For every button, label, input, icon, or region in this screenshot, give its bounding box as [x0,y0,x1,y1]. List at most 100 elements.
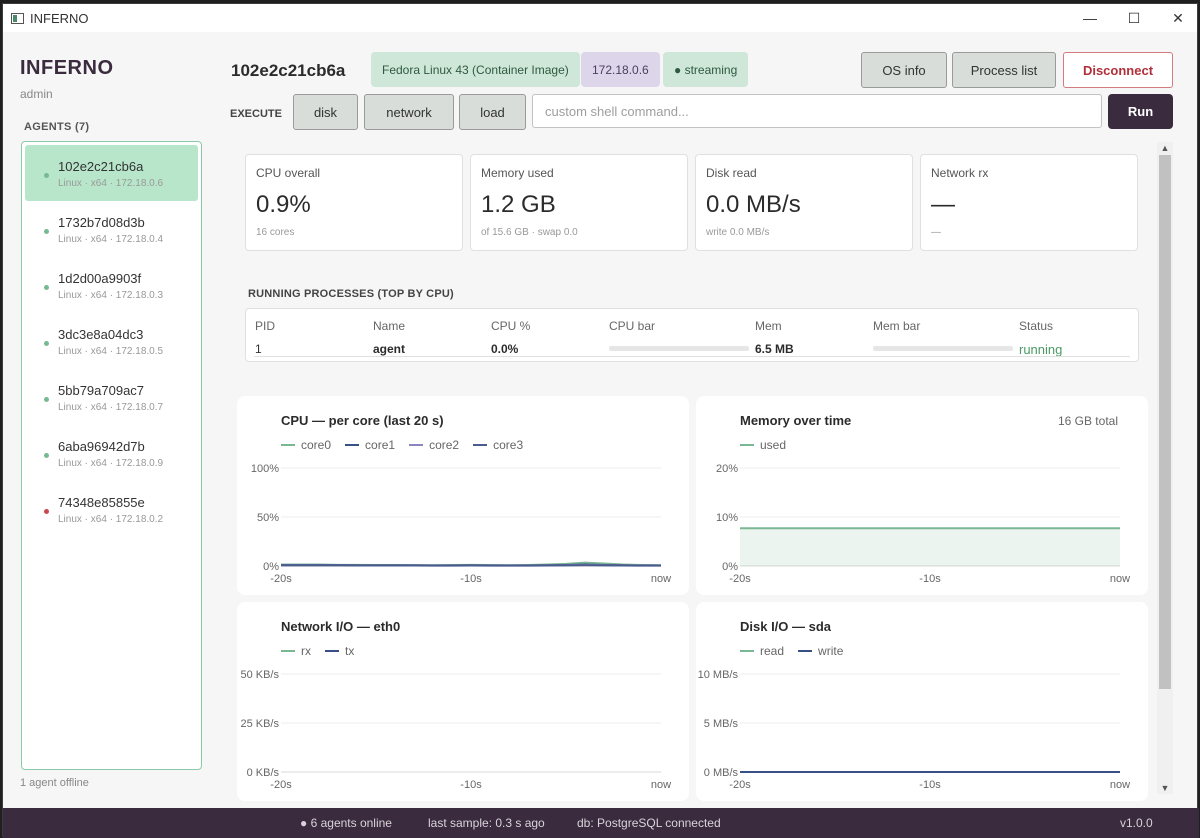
agent-name: 6aba96942d7b [58,439,198,454]
y-tick-label: 0 KB/s [247,767,280,779]
x-tick-label: now [651,573,671,585]
offline-count: 1 agent offline [20,777,89,789]
last-sample-status: last sample: 0.3 s ago [428,816,545,830]
y-tick-label: 10 MB/s [698,669,739,681]
online-status-dot [44,341,49,346]
process-mem: 6.5 MB [755,342,794,356]
stat-label: Memory used [481,166,677,180]
stat-value: — [931,191,1127,219]
x-tick-label: -10s [919,573,941,585]
os-badge: Fedora Linux 43 (Container Image) [371,52,580,87]
x-tick-label: now [1110,573,1130,585]
command-input[interactable] [532,94,1102,128]
online-status-dot [44,229,49,234]
version-label: v1.0.0 [1120,816,1153,830]
online-status-dot [44,397,49,402]
agent-meta: Linux · x64 · 172.18.0.3 [58,290,198,301]
x-tick-label: -10s [919,779,941,791]
agent-list: 102e2c21cb6a Linux · x64 · 172.18.0.6 1732… [21,141,202,770]
brand-logo: INFERNO [20,57,114,80]
series-area [740,528,1120,566]
minimize-icon[interactable]: — [1067,4,1113,32]
close-icon[interactable]: ✕ [1155,4,1200,32]
processes-header: RUNNING PROCESSES (TOP BY CPU) [248,288,454,300]
y-tick-label: 20% [716,463,738,475]
process-status: running [1019,342,1062,357]
title-bar: INFERNO — ☐ ✕ [3,4,1197,32]
app-window: INFERNO — ☐ ✕ INFERNO admin AGENTS (7) 1… [2,3,1198,837]
run-button[interactable]: Run [1108,94,1173,129]
network-button[interactable]: network [364,94,454,130]
load-button[interactable]: load [459,94,526,130]
scroll-down-icon[interactable]: ▼ [1157,782,1173,794]
streaming-badge: ● streaming [663,52,748,87]
agent-item[interactable]: 6aba96942d7b Linux · x64 · 172.18.0.9 [25,425,198,481]
stat-value: 1.2 GB [481,191,677,219]
os-info-button[interactable]: OS info [861,52,947,88]
offline-status-dot [44,509,49,514]
process-cpu: 0.0% [491,342,518,356]
agent-meta: Linux · x64 · 172.18.0.2 [58,514,198,525]
content-scrollbar[interactable]: ▲ ▼ [1157,142,1173,794]
agent-meta: Linux · x64 · 172.18.0.5 [58,346,198,357]
agent-name: 102e2c21cb6a [58,159,198,174]
ip-badge: 172.18.0.6 [581,52,660,87]
disconnect-button[interactable]: Disconnect [1063,52,1173,88]
y-tick-label: 100% [251,463,279,475]
x-tick-label: -20s [270,573,292,585]
scroll-up-icon[interactable]: ▲ [1157,142,1173,154]
online-status-dot [44,173,49,178]
online-status-dot [44,453,49,458]
scrollbar-thumb[interactable] [1159,155,1171,689]
agent-meta: Linux · x64 · 172.18.0.7 [58,402,198,413]
y-tick-label: 0% [722,561,738,573]
agent-name: 3dc3e8a04dc3 [58,327,198,342]
agents-online-status: ● 6 agents online [300,816,392,830]
db-status: db: PostgreSQL connected [577,816,721,830]
main-panel: 102e2c21cb6a Fedora Linux 43 (Container … [215,32,1199,808]
process-list-button[interactable]: Process list [952,52,1056,88]
agent-name: 1732b7d08d3b [58,215,198,230]
execute-label: EXECUTE [230,108,282,120]
y-tick-label: 50% [257,512,279,524]
agent-item[interactable]: 3dc3e8a04dc3 Linux · x64 · 172.18.0.5 [25,313,198,369]
maximize-icon[interactable]: ☐ [1111,4,1157,32]
agent-item[interactable]: 102e2c21cb6a Linux · x64 · 172.18.0.6 [25,145,198,201]
x-tick-label: -20s [270,779,292,791]
process-name: agent [373,342,405,356]
x-tick-label: now [1110,779,1130,791]
y-tick-label: 5 MB/s [704,718,739,730]
agent-meta: Linux · x64 · 172.18.0.4 [58,234,198,245]
y-tick-label: 50 KB/s [240,669,279,681]
agent-meta: Linux · x64 · 172.18.0.9 [58,458,198,469]
stat-label: Disk read [706,166,902,180]
online-status-dot [44,285,49,290]
x-tick-label: -10s [460,573,482,585]
window-title: INFERNO [30,11,89,26]
agent-item[interactable]: 1732b7d08d3b Linux · x64 · 172.18.0.4 [25,201,198,257]
disk-button[interactable]: disk [293,94,358,130]
y-tick-label: 0% [263,561,279,573]
stat-label: CPU overall [256,166,452,180]
x-tick-label: now [651,779,671,791]
current-user: admin [20,87,53,101]
agent-meta: Linux · x64 · 172.18.0.6 [58,178,198,189]
y-tick-label: 25 KB/s [240,718,279,730]
cpu-bar [609,346,749,351]
chart-plot: 100% 50% 0%-20s -10s now [237,396,689,595]
